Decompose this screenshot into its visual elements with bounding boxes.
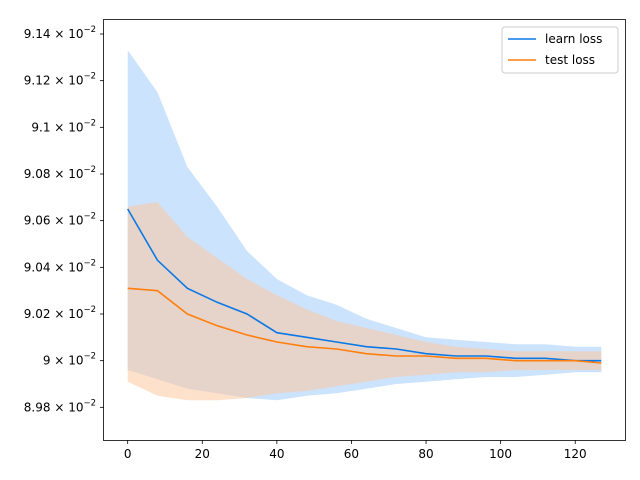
y-tick-label: 9.06 × 10−2 <box>24 212 96 228</box>
y-tick-exponent: −2 <box>83 212 96 222</box>
x-axis: 0 20 40 60 80 100 120 <box>124 440 587 461</box>
y-tick-base: 10 <box>68 354 83 368</box>
y-tick-label: 9.1 × 10−2 <box>31 118 96 134</box>
test-loss-band <box>127 202 602 401</box>
y-tick-exponent: −2 <box>83 25 96 35</box>
y-tick-label: 9 × 10−2 <box>43 352 96 368</box>
y-tick-mantissa: 9.08 × <box>24 167 68 181</box>
y-tick-exponent: −2 <box>83 118 96 128</box>
series-lines <box>127 208 602 364</box>
x-tick-label: 60 <box>344 447 359 461</box>
y-tick-mantissa: 9.02 × <box>24 307 68 321</box>
y-axis: 8.98 × 10−29 × 10−29.02 × 10−29.04 × 10−… <box>24 25 104 414</box>
y-tick-exponent: −2 <box>83 72 96 82</box>
y-tick-exponent: −2 <box>83 352 96 362</box>
y-tick-exponent: −2 <box>83 165 96 175</box>
y-tick-base: 10 <box>68 120 83 134</box>
y-tick-mantissa: 8.98 × <box>24 400 68 414</box>
test-loss-line <box>127 287 602 364</box>
plot-frame <box>103 19 626 441</box>
y-tick-label: 9.14 × 10−2 <box>24 25 96 41</box>
y-tick-base: 10 <box>68 307 83 321</box>
y-tick-exponent: −2 <box>83 305 96 315</box>
x-tick-label: 100 <box>489 447 512 461</box>
y-tick-label: 8.98 × 10−2 <box>24 398 96 414</box>
y-tick-mantissa: 9.06 × <box>24 214 68 228</box>
y-tick-label: 9.04 × 10−2 <box>24 258 96 274</box>
y-tick-label: 9.08 × 10−2 <box>24 165 96 181</box>
legend-label-learn-loss: learn loss <box>545 32 602 46</box>
y-tick-base: 10 <box>68 167 83 181</box>
y-tick-base: 10 <box>68 74 83 88</box>
y-tick-mantissa: 9 × <box>43 354 68 368</box>
learn-loss-line <box>127 208 602 362</box>
y-tick-base: 10 <box>68 400 83 414</box>
y-tick-mantissa: 9.04 × <box>24 260 68 274</box>
y-tick-base: 10 <box>68 214 83 228</box>
y-tick-mantissa: 9.14 × <box>24 27 68 41</box>
y-tick-label: 9.12 × 10−2 <box>24 72 96 88</box>
x-tick-label: 40 <box>269 447 284 461</box>
y-tick-exponent: −2 <box>83 258 96 268</box>
x-tick-label: 120 <box>564 447 587 461</box>
y-tick-base: 10 <box>68 260 83 274</box>
y-tick-mantissa: 9.12 × <box>24 74 68 88</box>
y-tick-label: 9.02 × 10−2 <box>24 305 96 321</box>
y-tick-exponent: −2 <box>83 398 96 408</box>
y-tick-mantissa: 9.1 × <box>31 120 68 134</box>
legend-label-test-loss: test loss <box>545 53 595 67</box>
legend: learn loss test loss <box>501 26 619 74</box>
x-tick-label: 80 <box>418 447 433 461</box>
x-tick-label: 0 <box>124 447 132 461</box>
y-tick-base: 10 <box>68 27 83 41</box>
x-tick-label: 20 <box>195 447 210 461</box>
